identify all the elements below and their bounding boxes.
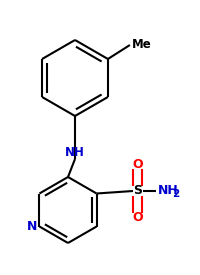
Text: O: O (132, 158, 143, 171)
Text: S: S (133, 185, 142, 197)
Text: NH: NH (157, 185, 178, 197)
Text: Me: Me (131, 39, 151, 51)
Text: NH: NH (65, 145, 85, 158)
Text: O: O (132, 211, 143, 224)
Text: N: N (27, 220, 37, 233)
Text: 2: 2 (171, 189, 178, 199)
